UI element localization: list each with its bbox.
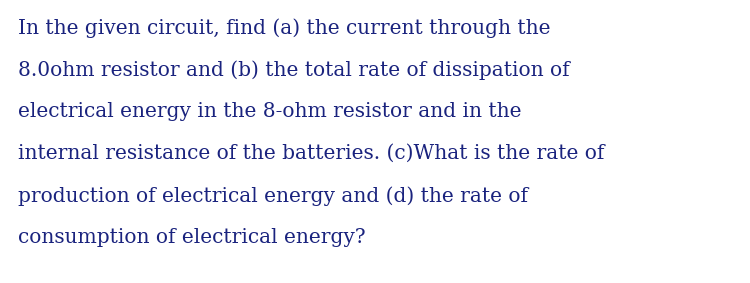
Text: In the given circuit, find (a) the current through the: In the given circuit, find (a) the curre… <box>18 18 550 38</box>
Text: electrical energy in the 8-ohm resistor and in the: electrical energy in the 8-ohm resistor … <box>18 102 521 121</box>
Text: 8.0ohm resistor and (b) the total rate of dissipation of: 8.0ohm resistor and (b) the total rate o… <box>18 60 570 80</box>
Text: consumption of electrical energy?: consumption of electrical energy? <box>18 228 366 247</box>
Text: production of electrical energy and (d) the rate of: production of electrical energy and (d) … <box>18 186 528 206</box>
Text: internal resistance of the batteries. (c)What is the rate of: internal resistance of the batteries. (c… <box>18 144 604 163</box>
